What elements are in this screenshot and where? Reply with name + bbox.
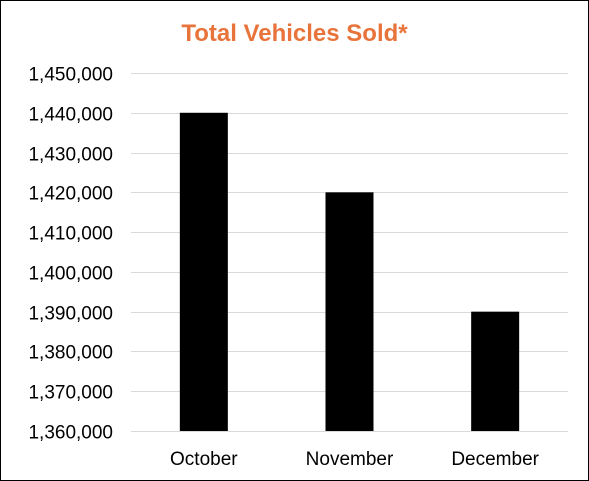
- y-tick-label: 1,410,000: [28, 224, 113, 245]
- y-tick-label: 1,450,000: [28, 65, 113, 86]
- x-axis-ticks: October November December: [170, 449, 540, 470]
- y-tick-label: 1,440,000: [28, 105, 113, 126]
- chart-title: Total Vehicles Sold*: [181, 20, 408, 47]
- bar-november: [325, 192, 374, 431]
- x-tick-label: November: [306, 449, 394, 470]
- x-tick-label: October: [170, 449, 238, 470]
- y-tick-label: 1,400,000: [28, 264, 113, 285]
- y-tick-label: 1,360,000: [28, 423, 113, 444]
- bar-october: [179, 112, 228, 432]
- bars: [179, 112, 520, 432]
- y-tick-label: 1,420,000: [28, 184, 113, 205]
- y-tick-label: 1,430,000: [28, 145, 113, 166]
- bar-december: [471, 311, 520, 431]
- y-tick-label: 1,370,000: [28, 383, 113, 404]
- y-tick-label: 1,390,000: [28, 304, 113, 325]
- y-axis-ticks: 1,360,000 1,370,000 1,380,000 1,390,000 1,40…: [28, 65, 113, 444]
- y-tick-label: 1,380,000: [28, 343, 113, 364]
- x-tick-label: December: [451, 449, 539, 470]
